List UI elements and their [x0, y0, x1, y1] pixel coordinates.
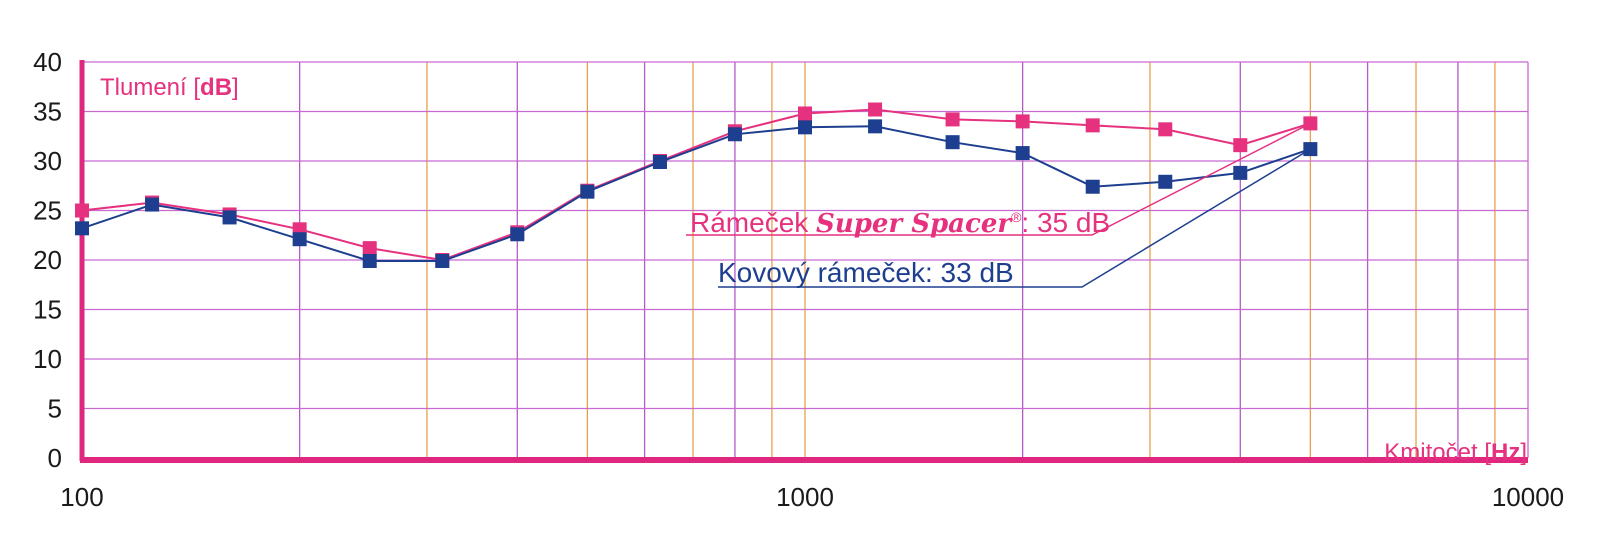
data-point-pink — [75, 203, 89, 218]
data-point-blue — [75, 221, 89, 236]
data-point-pink — [1233, 138, 1248, 153]
x-tick-label: 100 — [60, 482, 103, 512]
data-point-blue — [362, 253, 377, 268]
data-point-blue — [1233, 165, 1248, 180]
y-tick-label: 15 — [33, 295, 62, 325]
legend-pink-brand: Super Spacer — [816, 209, 1013, 239]
series-line-blue — [81, 125, 1311, 262]
data-point-blue — [727, 127, 742, 142]
data-point-pink — [1158, 122, 1173, 137]
leader-line-blue — [718, 148, 1311, 288]
svg-text:Tlumení [dB]: Tlumení [dB] — [100, 74, 239, 101]
x-tick-label: 1000 — [776, 482, 834, 512]
legend-blue: Kovový rámeček: 33 dB — [718, 257, 1014, 288]
legend-leader-lines — [686, 122, 1311, 288]
data-point-blue — [145, 197, 160, 212]
y-tick-label: 40 — [33, 47, 62, 77]
x-axis-title-suffix: ] — [1520, 439, 1527, 466]
data-point-blue — [292, 232, 307, 247]
legend-pink: Rámeček Super Spacer®: 35 dB — [690, 207, 1110, 239]
x-axis-title-unit: Hz — [1491, 439, 1520, 466]
data-point-blue — [945, 135, 960, 150]
y-tick-label: 5 — [48, 394, 62, 424]
data-point-blue — [1085, 179, 1100, 194]
y-tick-label: 10 — [33, 344, 62, 374]
svg-text:Rámeček Super Spacer®: 35 dB: Rámeček Super Spacer®: 35 dB — [690, 207, 1110, 239]
series-blue — [75, 119, 1318, 268]
y-axis-title-suffix: ] — [232, 74, 239, 101]
data-point-blue — [580, 184, 595, 199]
svg-text:Kovový rámeček: 33 dB: Kovový rámeček: 33 dB — [718, 257, 1014, 288]
legend-pink-prefix: Rámeček — [690, 207, 816, 238]
series — [75, 102, 1318, 268]
data-point-blue — [222, 210, 237, 225]
x-axis-title: Kmitočet [Hz] — [1384, 439, 1527, 466]
data-point-pink — [362, 241, 377, 256]
data-point-pink — [945, 112, 960, 127]
x-axis-title-prefix: Kmitočet [ — [1384, 439, 1491, 466]
data-point-blue — [652, 154, 667, 169]
y-tick-label: 20 — [33, 245, 62, 275]
data-point-pink — [798, 106, 812, 121]
y-axis-title-prefix: Tlumení [ — [100, 74, 200, 101]
data-point-blue — [1158, 174, 1173, 189]
series-line-pink — [81, 108, 1311, 262]
legend-pink-suffix: : 35 dB — [1021, 207, 1110, 238]
data-point-blue — [510, 227, 525, 242]
legend-blue-label: Kovový rámeček: 33 dB — [718, 257, 1014, 288]
y-axis-title-unit: dB — [200, 74, 232, 101]
y-tick-label: 30 — [33, 146, 62, 176]
svg-text:Kmitočet [Hz]: Kmitočet [Hz] — [1384, 439, 1527, 466]
y-tick-label: 25 — [33, 196, 62, 226]
data-point-pink — [868, 102, 883, 117]
data-point-blue — [1015, 146, 1030, 161]
data-point-pink — [1085, 118, 1100, 133]
data-point-blue — [798, 120, 812, 135]
axes — [79, 60, 1528, 463]
tick-labels: 0 5 10 15 20 25 30 35 40 100 1000 10000 — [33, 47, 1564, 512]
legend-pink-mark: ® — [1011, 209, 1022, 225]
x-tick-label: 10000 — [1492, 482, 1564, 512]
y-tick-label: 0 — [48, 443, 62, 473]
y-axis-title: Tlumení [dB] — [100, 74, 239, 101]
y-tick-label: 35 — [33, 97, 62, 127]
data-point-blue — [868, 119, 883, 134]
data-point-blue — [435, 253, 450, 268]
leader-line-pink — [686, 122, 1311, 236]
grid — [82, 61, 1529, 458]
data-point-pink — [1015, 114, 1030, 129]
